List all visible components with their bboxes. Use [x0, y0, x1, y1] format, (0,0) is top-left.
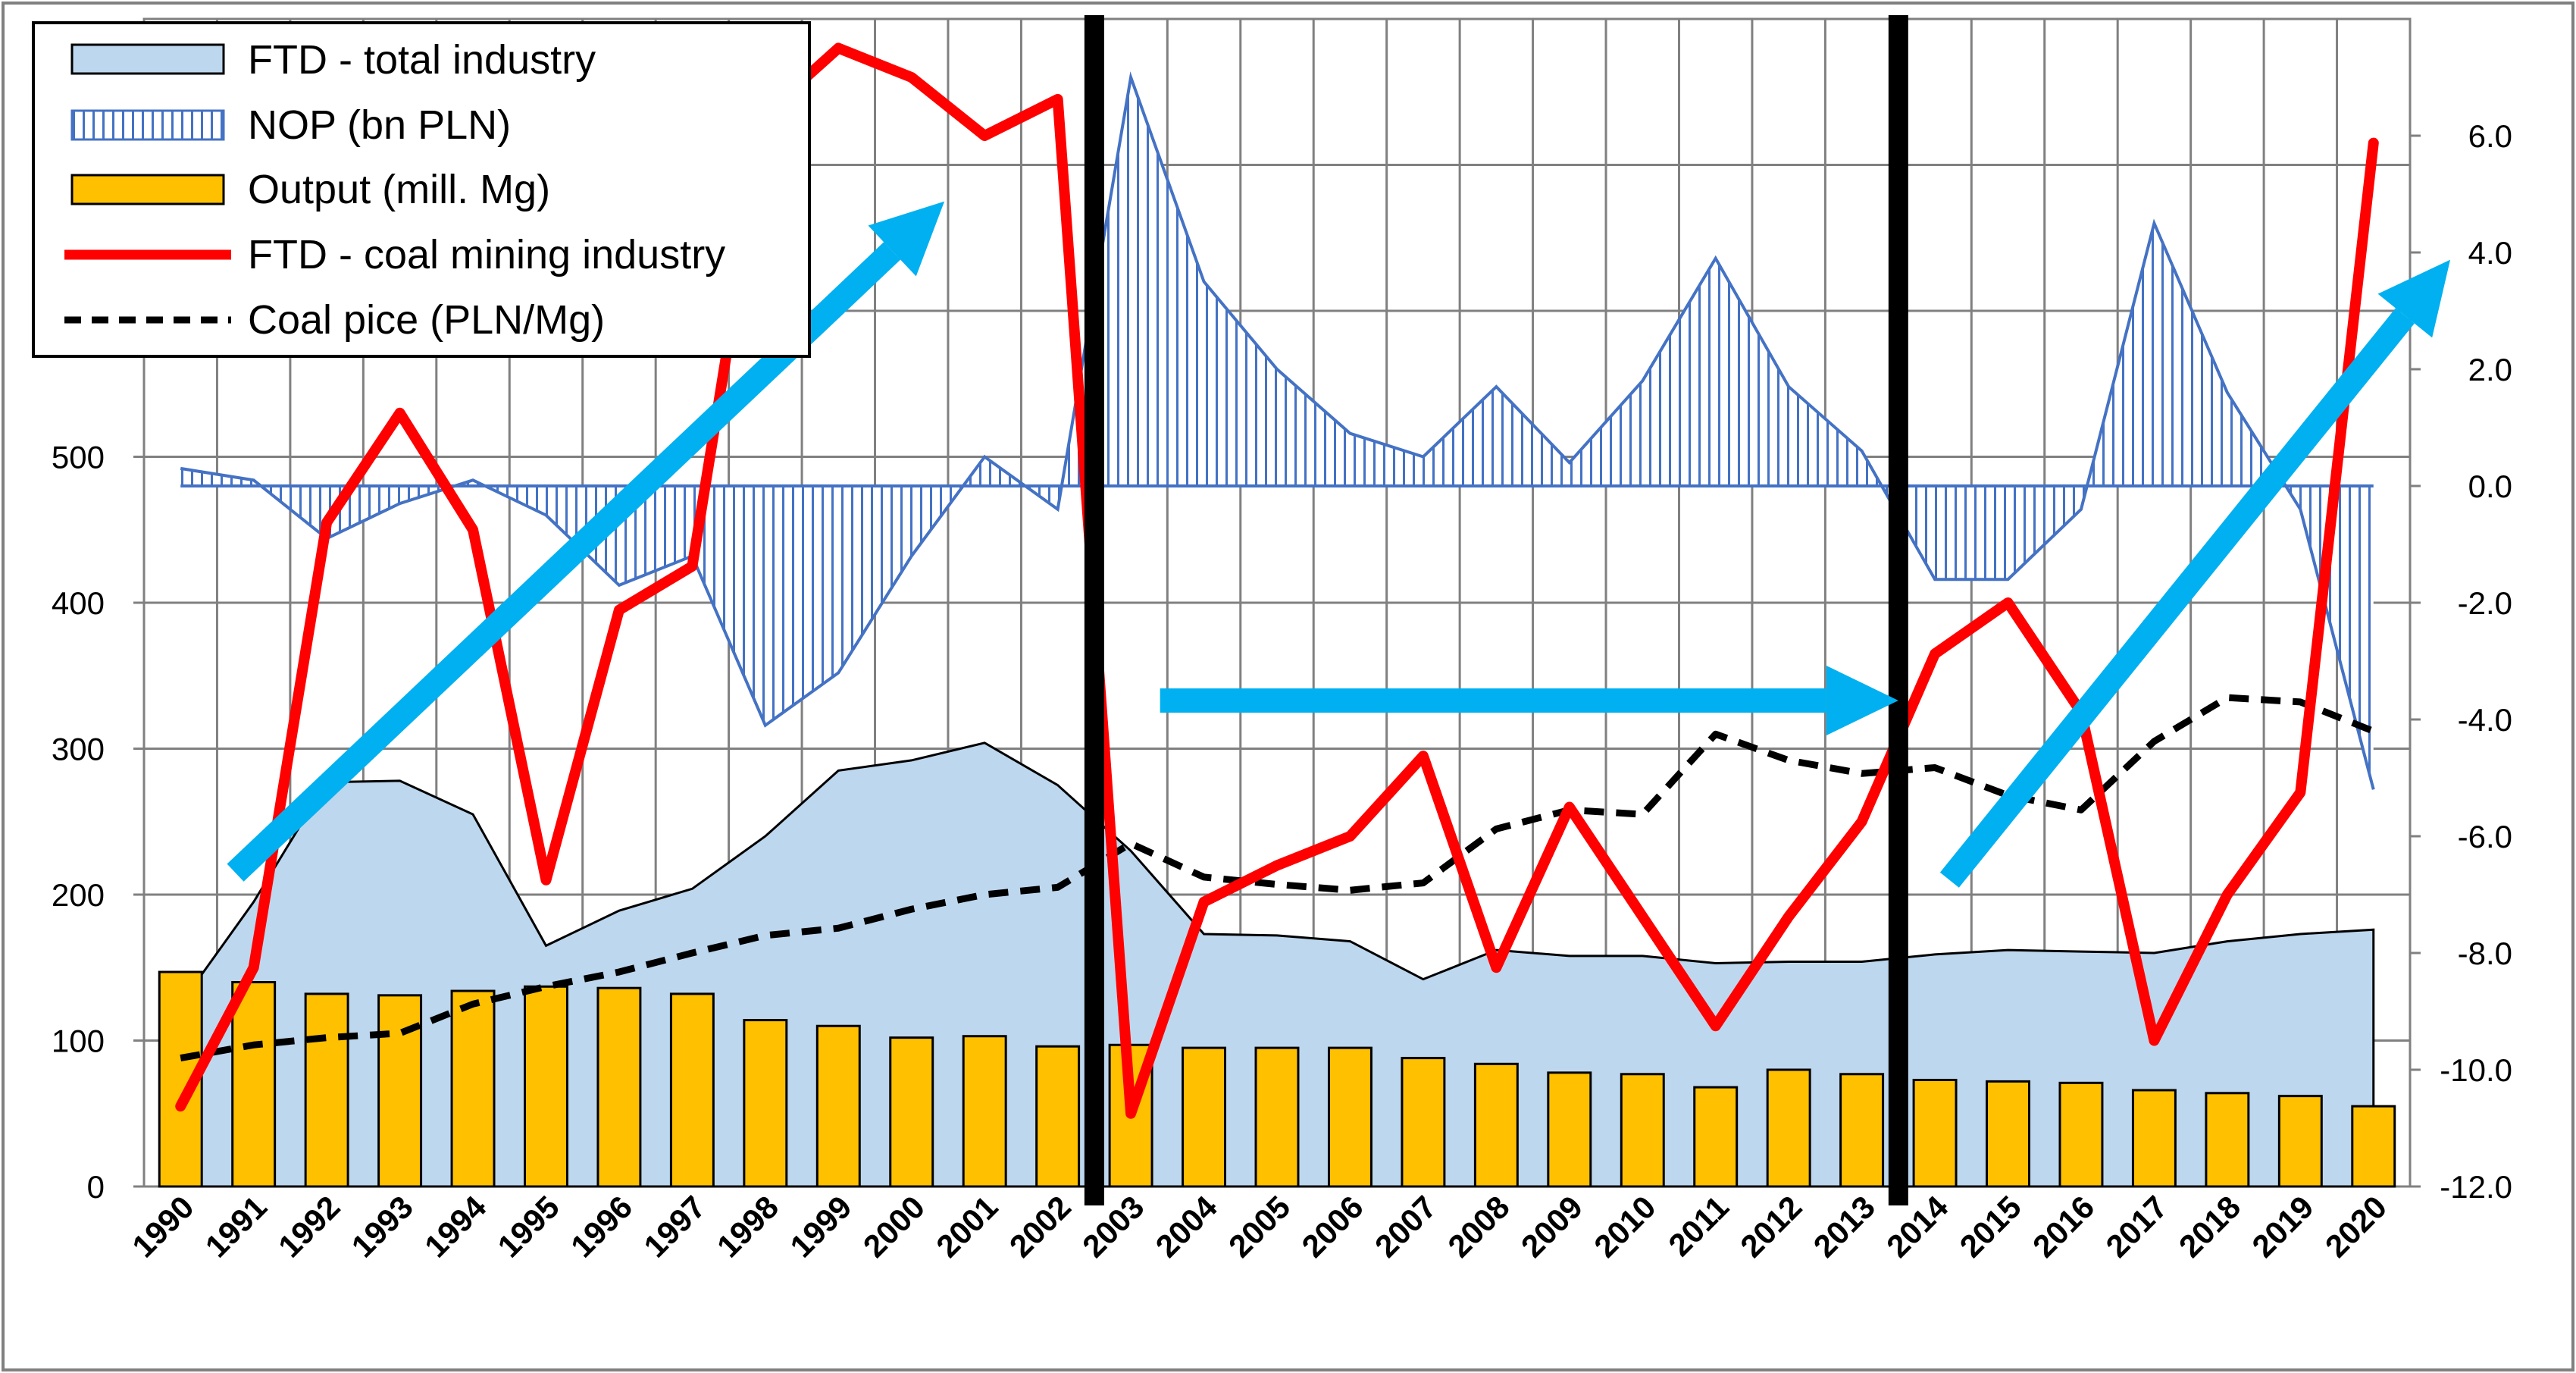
right-tick-label: -10.0 — [2440, 1052, 2512, 1088]
right-tick-label: -2.0 — [2458, 585, 2512, 621]
output-bar-1997 — [669, 992, 715, 1188]
period-divider-2013 — [1888, 15, 1908, 1205]
nop-line — [180, 71, 2375, 790]
output-bar-1991 — [231, 981, 277, 1188]
right-tick-label: 2.0 — [2468, 352, 2512, 387]
legend-label-nop: NOP (bn PLN) — [248, 102, 511, 148]
output-bar-2007 — [1401, 1057, 1446, 1188]
output-bar-1992 — [304, 992, 349, 1188]
output-bar-2002 — [1035, 1045, 1081, 1188]
trend-arrow-rising-2 — [1939, 259, 2451, 888]
output-bar-2019 — [2277, 1095, 2323, 1188]
output-bar-2008 — [1473, 1062, 1519, 1188]
right-tick-label: -4.0 — [2458, 702, 2512, 738]
left-tick-label: 500 — [52, 440, 105, 475]
output-bar-2017 — [2131, 1089, 2177, 1188]
right-tick-label: -8.0 — [2458, 936, 2512, 971]
right-tick-label: 0.0 — [2468, 469, 2512, 504]
output-bar-2012 — [1766, 1068, 1811, 1188]
nop-layer — [180, 71, 2375, 790]
legend-swatch-ftd-total — [70, 43, 225, 75]
output-bar-2004 — [1182, 1046, 1227, 1188]
output-bar-2018 — [2205, 1092, 2250, 1188]
output-bar-2005 — [1254, 1046, 1300, 1188]
output-bar-1995 — [524, 985, 568, 1188]
left-tick-label: 400 — [52, 585, 105, 621]
ftd-total-area-layer — [179, 741, 2375, 1188]
left-tick-label: 200 — [52, 877, 105, 913]
trend-arrow-rising-1-head — [868, 201, 945, 277]
output-bar-2010 — [1620, 1073, 1665, 1188]
output-bar-2016 — [2058, 1081, 2104, 1188]
ftd-coal-line — [175, 42, 2379, 1119]
output-bar-1994 — [450, 989, 496, 1188]
left-tick-label: 0 — [87, 1169, 105, 1205]
legend-label-ftd-total: FTD - total industry — [248, 37, 596, 83]
right-axis: -12.0 -10.0 -8.0 -6.0 -4.0 -2.0 0.0 2.0 4.0 6.0 — [2410, 118, 2512, 1205]
output-bar-2015 — [1986, 1080, 2030, 1188]
output-bar-1999 — [815, 1024, 861, 1188]
right-tick-label: 6.0 — [2468, 118, 2512, 154]
ftd-total-area — [179, 741, 2375, 1188]
right-tick-label: -6.0 — [2458, 819, 2512, 854]
legend-label-output: Output (mill. Mg) — [248, 167, 550, 212]
right-tick-label: 4.0 — [2468, 235, 2512, 271]
output-bar-2013 — [1839, 1073, 1885, 1188]
period-dividers — [1084, 15, 1908, 1205]
left-tick-label: 100 — [52, 1023, 105, 1059]
trend-arrow-flat — [1160, 665, 1898, 735]
ftd-coal-layer — [175, 42, 2379, 1119]
legend-swatch-output — [70, 174, 225, 205]
legend-label-coal-price: Coal pice (PLN/Mg) — [248, 297, 605, 343]
output-bars-layer — [158, 970, 2396, 1188]
left-tick-label: 300 — [52, 732, 105, 767]
trend-arrow-flat-head — [1826, 665, 1898, 735]
period-divider-2002 — [1084, 15, 1104, 1205]
output-bar-2001 — [962, 1035, 1007, 1188]
output-bar-2006 — [1327, 1046, 1373, 1188]
legend-swatch-nop — [70, 109, 225, 141]
legend: FTD - total industry NOP (bn PLN) Output… — [32, 21, 811, 358]
right-tick-label: -12.0 — [2440, 1169, 2512, 1205]
legend-label-ftd-coal: FTD - coal mining industry — [248, 232, 725, 277]
output-bar-2009 — [1547, 1071, 1592, 1188]
output-bar-1996 — [596, 986, 642, 1188]
trend-arrow-rising-2-head — [2377, 259, 2451, 338]
output-bar-2014 — [1912, 1078, 1958, 1188]
trend-arrow-rising-2-shaft — [1939, 308, 2415, 888]
nop-area-fill — [180, 77, 2374, 790]
output-bar-2000 — [889, 1036, 934, 1188]
output-bar-2011 — [1693, 1086, 1739, 1188]
output-bar-2020 — [2351, 1105, 2396, 1188]
output-bar-1998 — [743, 1019, 788, 1188]
